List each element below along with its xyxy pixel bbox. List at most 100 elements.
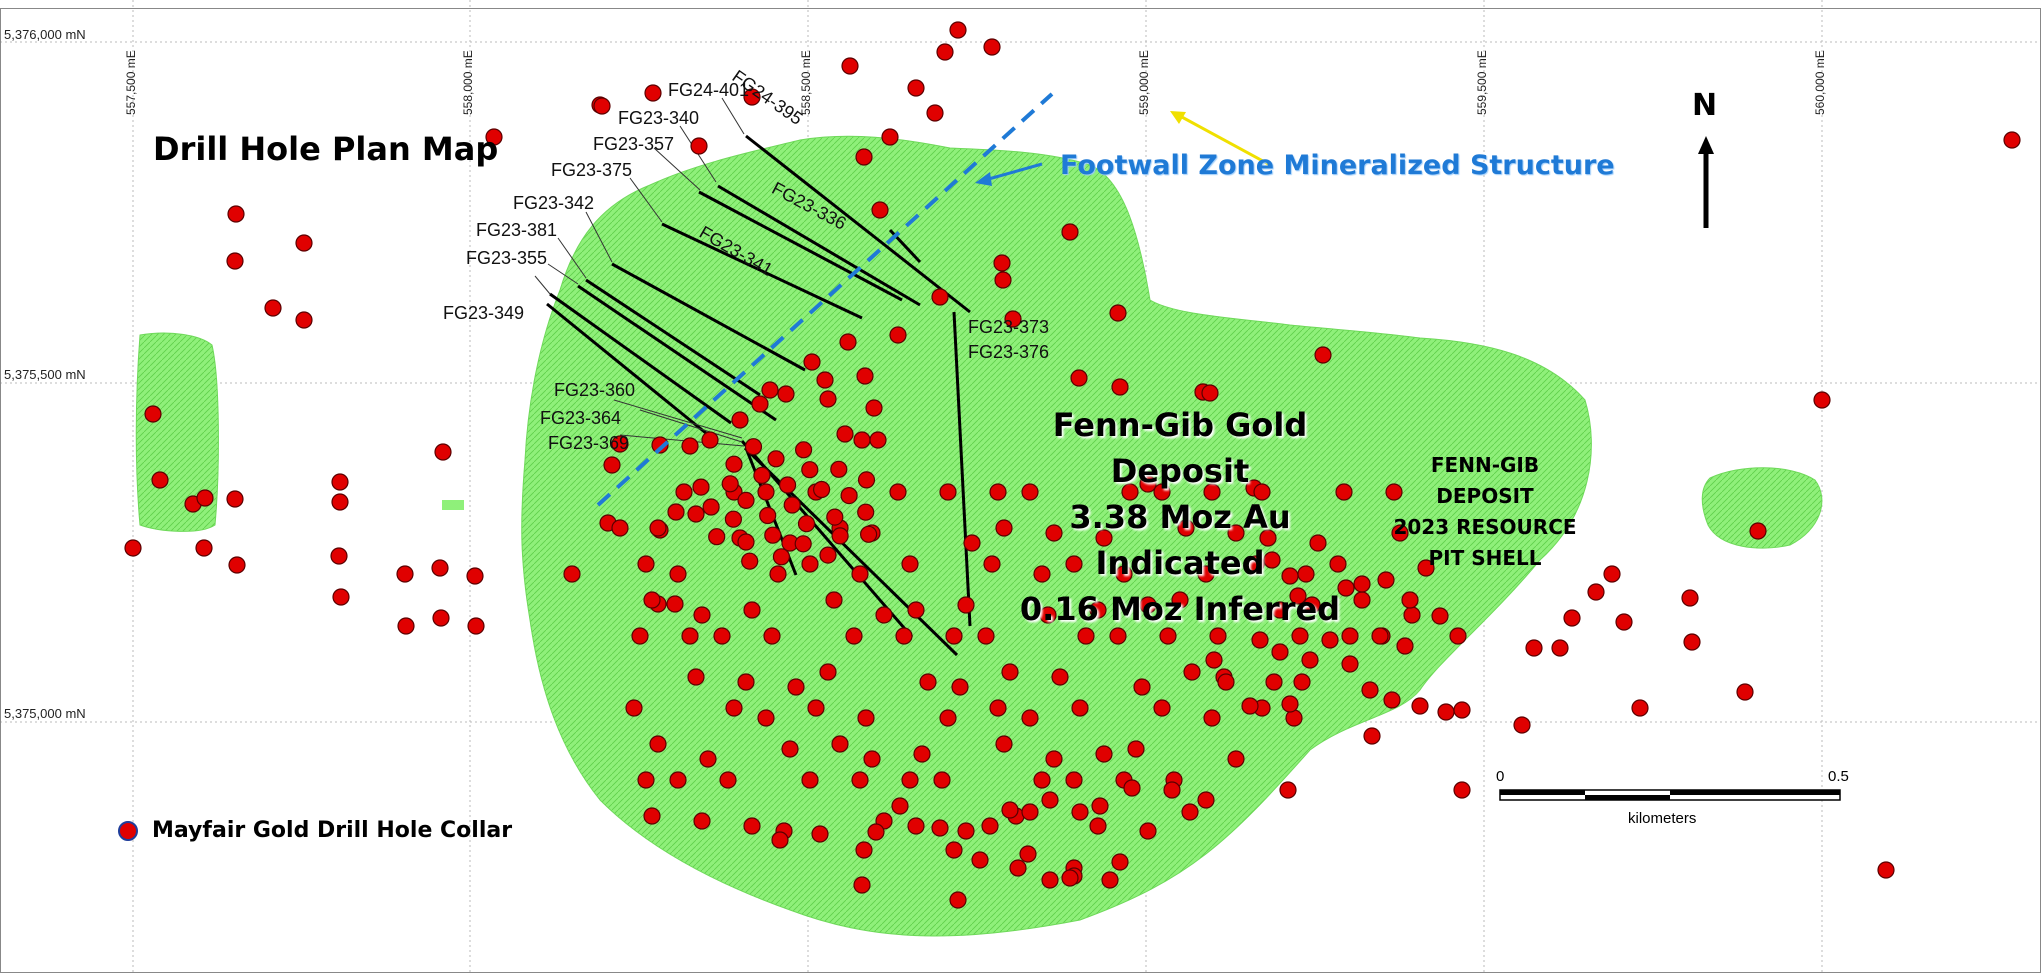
drill-hole-collar xyxy=(759,506,777,525)
drill-hole-collar xyxy=(603,456,621,474)
drill-hole-collar xyxy=(945,627,963,645)
drill-hole-collar xyxy=(195,539,213,557)
drill-hole-collar xyxy=(931,288,949,306)
drill-hole-collar xyxy=(124,539,142,557)
deposit-indicated: 3.38 Moz Au Indicated xyxy=(1069,498,1291,582)
drill-hole-collar xyxy=(1111,853,1129,871)
drill-hole-collar xyxy=(830,460,848,478)
drill-hole-collar xyxy=(949,891,967,909)
drill-hole-collar xyxy=(692,478,710,496)
hole-label-fg23-349: FG23-349 xyxy=(443,303,525,323)
drill-hole-collar xyxy=(737,673,755,691)
hole-label-fg23-376: FG23-376 xyxy=(968,342,1050,362)
drill-hole-collar xyxy=(1563,609,1581,627)
drill-hole-collar xyxy=(651,436,669,454)
pit-shell-label: FENN-GIB DEPOSIT 2023 RESOURCE PIT SHELL xyxy=(1385,450,1585,574)
drill-hole-collar xyxy=(1309,534,1327,552)
drill-hole-collar xyxy=(1551,639,1569,657)
drill-hole-collar xyxy=(1513,716,1531,734)
drill-trace xyxy=(585,278,761,397)
drill-hole-collar xyxy=(466,567,484,585)
drill-hole-collar xyxy=(761,381,779,399)
drill-hole-collar xyxy=(1041,791,1059,809)
drill-hole-collar xyxy=(983,555,1001,573)
drill-hole-collar xyxy=(839,333,857,351)
map-title: Drill Hole Plan Map xyxy=(153,130,499,168)
drill-hole-collar xyxy=(957,596,975,614)
drill-hole-collar xyxy=(801,555,819,573)
drill-hole-collar xyxy=(1109,304,1127,322)
hole-label-fg23-355: FG23-355 xyxy=(466,248,548,268)
drill-hole-collar xyxy=(1203,709,1221,727)
drill-hole-collar xyxy=(228,556,246,574)
hole-label-fg23-373: FG23-373 xyxy=(968,317,1050,337)
footwall-structure-label: Footwall Zone Mineralized Structure xyxy=(1060,150,1615,181)
label-leader-lines xyxy=(534,97,745,447)
drill-hole-collar xyxy=(1453,701,1471,719)
drill-hole-collar xyxy=(331,493,349,511)
drill-hole-collar xyxy=(1001,801,1019,819)
northing-label: 5,376,000 mN xyxy=(4,27,86,42)
drill-hole-collar xyxy=(1095,529,1113,547)
scale-end-label: 0.5 xyxy=(1828,768,1849,785)
drill-hole-collar xyxy=(1615,613,1633,631)
hole-label-fg23-360: FG23-360 xyxy=(554,380,636,400)
drill-hole-collar xyxy=(1383,691,1401,709)
drill-hole-collar xyxy=(1227,750,1245,768)
hole-label-fg23-369: FG23-369 xyxy=(548,433,630,453)
drill-hole-collar xyxy=(1139,596,1157,614)
drill-hole-collar xyxy=(649,519,667,537)
drill-hole-collar xyxy=(891,797,909,815)
drill-hole-collar xyxy=(643,807,661,825)
drill-hole-collar xyxy=(1289,587,1307,605)
drill-hole-collar xyxy=(744,438,763,456)
drill-hole-collar xyxy=(1241,697,1259,715)
label-leader-line xyxy=(613,399,743,439)
drill-hole-collar xyxy=(931,819,949,837)
drill-hole-collar xyxy=(1385,483,1403,501)
label-leader-line xyxy=(653,147,701,191)
label-leader-line xyxy=(547,263,579,285)
easting-label: 557,500 mE xyxy=(124,50,138,115)
drill-hole-collar xyxy=(901,771,919,789)
hole-label-fg23-340: FG23-340 xyxy=(618,108,700,128)
drill-trace xyxy=(952,311,972,627)
drill-hole-collar xyxy=(649,735,667,753)
label-leader-line xyxy=(557,237,587,279)
drill-hole-collar xyxy=(1279,781,1297,799)
drill-hole-collar xyxy=(1263,551,1281,569)
drill-hole-collar xyxy=(831,735,849,753)
drill-hole-collar xyxy=(675,483,693,501)
drill-hole-collar xyxy=(816,371,834,389)
drill-hole-collar xyxy=(763,627,781,645)
northing-label: 5,375,000 mN xyxy=(4,706,86,721)
drill-hole-collar xyxy=(803,353,821,371)
drill-hole-collar xyxy=(936,43,954,61)
drill-hole-collar xyxy=(907,817,925,835)
drill-hole-collar xyxy=(611,435,629,453)
drill-hole-collar xyxy=(1329,555,1347,573)
drill-hole-collar xyxy=(977,627,995,645)
drill-hole-collar xyxy=(1021,709,1039,727)
drill-hole-collar xyxy=(713,627,731,645)
drill-hole-collar xyxy=(1525,639,1543,657)
northing-label: 5,375,500 mN xyxy=(4,367,86,382)
drill-hole-collar xyxy=(1259,529,1277,547)
drill-hole-collar xyxy=(1133,678,1151,696)
drill-hole-collar xyxy=(851,565,869,583)
drill-hole-collar xyxy=(1293,673,1311,691)
drill-hole-collar xyxy=(1877,861,1895,879)
drill-hole-collar xyxy=(1314,346,1332,364)
drill-hole-collar xyxy=(681,437,699,455)
drill-hole-collar xyxy=(1171,591,1189,609)
drill-hole-collar xyxy=(867,823,885,841)
drill-hole-collar xyxy=(693,606,711,624)
drill-hole-collar xyxy=(907,601,925,619)
label-leader-line xyxy=(585,211,613,263)
drill-hole-collar xyxy=(933,771,951,789)
drill-hole-collar xyxy=(693,812,711,830)
deposit-name: Fenn-Gib Gold Deposit xyxy=(1052,406,1308,490)
drill-hole-collar xyxy=(971,851,989,869)
drill-hole-collar xyxy=(851,771,869,789)
